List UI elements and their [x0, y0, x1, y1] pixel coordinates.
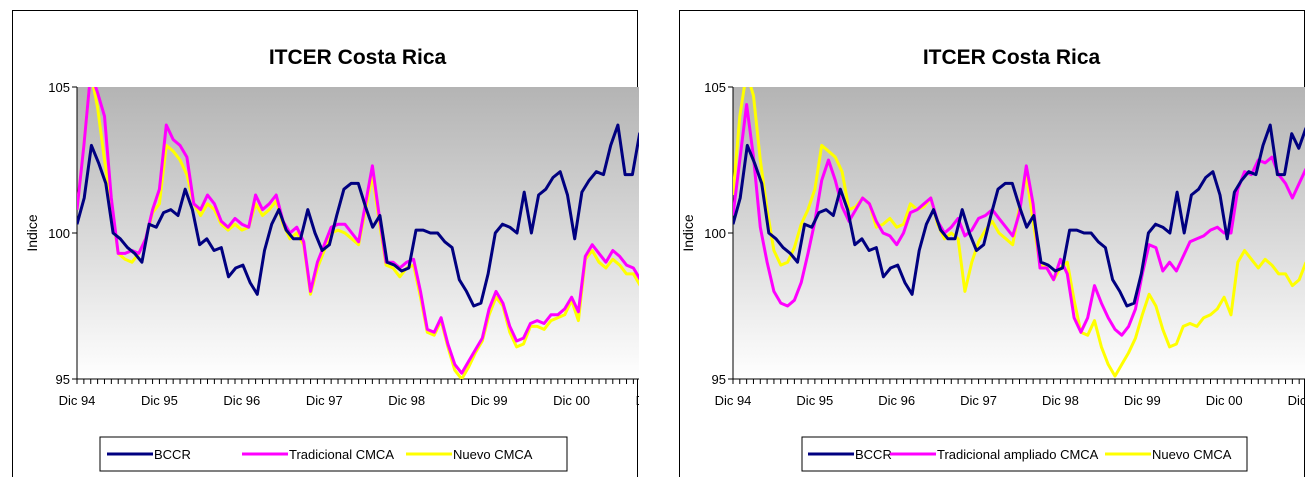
x-tick-label: Dic 01 — [636, 393, 639, 408]
legend-box — [99, 436, 568, 472]
y-axis-label: Indice — [24, 214, 40, 252]
chart-title: ITCER Costa Rica — [269, 46, 447, 69]
x-tick-label: Dic 96 — [223, 393, 260, 408]
chart-svg-left: ITCER Costa Rica 95 100 105 Indice Dic 94 Dic … — [24, 46, 639, 472]
y-tick-label: 95 — [712, 372, 726, 387]
series-line-0 — [733, 123, 1305, 308]
x-tick-label: Dic 01 — [1288, 393, 1305, 408]
y-tick-label: 105 — [704, 80, 726, 95]
y-tick-label: 100 — [704, 226, 726, 241]
chart-svg-right: ITCER Costa Rica 95 100 105 Indice Dic 94 Dic … — [680, 46, 1305, 472]
series-line-1 — [733, 103, 1305, 337]
legend-label: Tradicional CMCA — [289, 447, 394, 462]
legend-box — [801, 436, 1248, 472]
y-axis-label: Indice — [680, 214, 696, 252]
legend-label: Nuevo CMCA — [453, 447, 533, 462]
y-tick-label: 100 — [48, 226, 70, 241]
legend-label: Tradicional ampliado CMCA — [937, 447, 1099, 462]
series-line-0 — [77, 123, 639, 308]
x-tick-label: Dic 96 — [878, 393, 915, 408]
x-tick-label: Dic 95 — [141, 393, 178, 408]
y-tick-label: 95 — [56, 372, 70, 387]
plot-area — [77, 87, 639, 379]
x-tick-label: Dic 97 — [960, 393, 997, 408]
legend-label: BCCR — [855, 447, 892, 462]
x-tick-label: Dic 00 — [553, 393, 590, 408]
x-tick-label: Dic 98 — [1042, 393, 1079, 408]
legend-label: Nuevo CMCA — [1152, 447, 1232, 462]
chart-panel-right: ITCER Costa Rica 95 100 105 Indice Dic 94 Dic … — [679, 10, 1305, 477]
x-tick-label: Dic 99 — [1124, 393, 1161, 408]
series-group — [733, 87, 1305, 378]
x-tick-label: Dic 97 — [306, 393, 343, 408]
legend-label: BCCR — [154, 447, 191, 462]
y-tick-label: 105 — [48, 80, 70, 95]
x-tick-label: Dic 98 — [388, 393, 425, 408]
x-tick-label: Dic 94 — [59, 393, 96, 408]
plot-area — [733, 87, 1305, 379]
x-tick-label: Dic 95 — [796, 393, 833, 408]
chart-title: ITCER Costa Rica — [923, 46, 1101, 69]
x-tick-label: Dic 00 — [1206, 393, 1243, 408]
chart-panel-left: ITCER Costa Rica 95 100 105 Indice Dic 94 Dic … — [12, 10, 639, 477]
x-tick-label: Dic 94 — [715, 393, 752, 408]
series-group — [77, 87, 639, 379]
x-tick-label: Dic 99 — [471, 393, 508, 408]
